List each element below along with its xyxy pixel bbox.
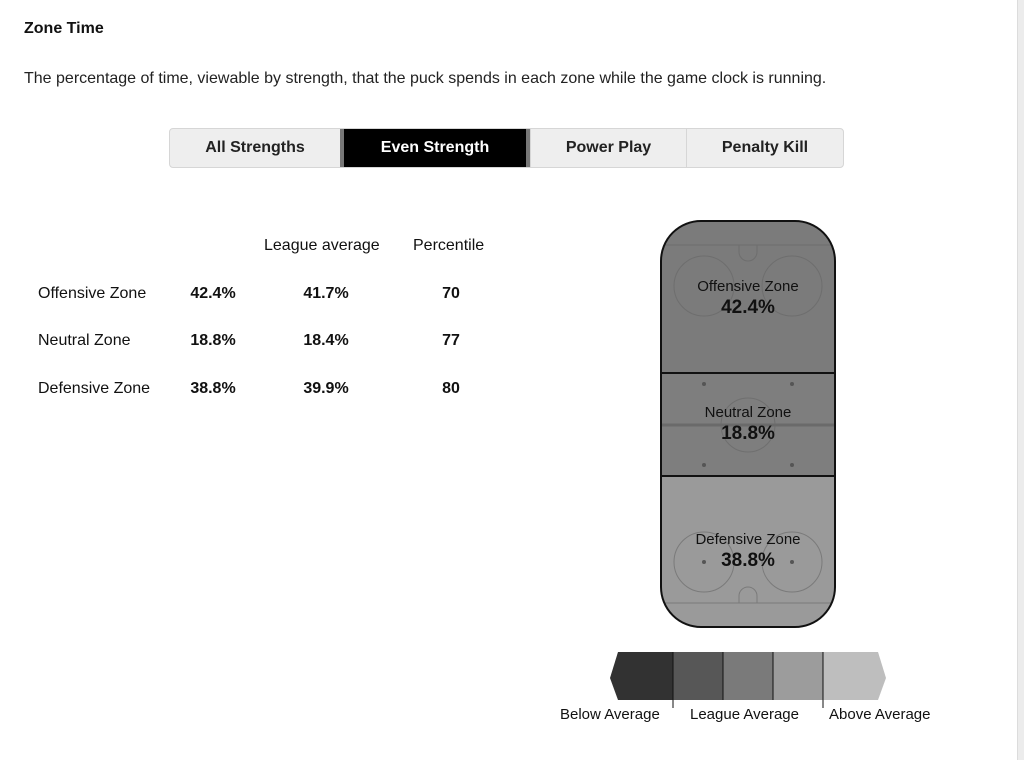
legend-label-league-average: League Average: [690, 706, 799, 723]
zone-value: 42.4%: [190, 285, 236, 302]
zone-label: Defensive Zone: [38, 380, 151, 397]
offensive-zone-value: 42.4%: [721, 297, 775, 318]
tab-power-play[interactable]: Power Play: [530, 129, 686, 167]
zone-value: 18.8%: [190, 332, 236, 349]
neutral-zone-value: 18.8%: [721, 423, 775, 444]
zone-value: 38.8%: [190, 380, 236, 397]
league-average-value: 41.7%: [303, 285, 349, 302]
neutral-zone-label: Neutral Zone: [705, 404, 792, 421]
legend-swatch-below: [673, 652, 723, 700]
rink-diagram: Offensive Zone 42.4% Neutral Zone 18.8% …: [660, 220, 836, 628]
tab-even-strength[interactable]: Even Strength: [340, 129, 530, 167]
page-scrollbar-edge: [1017, 0, 1024, 760]
offensive-zone-area: [661, 221, 835, 373]
offensive-zone-label: Offensive Zone: [697, 278, 798, 295]
color-scale-legend: [610, 652, 886, 708]
tab-all-strengths[interactable]: All Strengths: [205, 139, 305, 156]
zone-label: Neutral Zone: [38, 332, 131, 349]
defensive-zone-area: [661, 476, 835, 627]
legend-swatch-average: [723, 652, 773, 700]
legend-swatch-above: [773, 652, 823, 700]
percentile-value: 80: [442, 380, 460, 397]
legend-label-above-average: Above Average: [829, 706, 931, 723]
column-header-league-average: League average: [264, 237, 380, 254]
legend-swatch-far-below: [610, 652, 673, 700]
tab-penalty-kill[interactable]: Penalty Kill: [686, 129, 843, 167]
strength-tabs: All Strengths Even Strength Power Play P…: [169, 128, 844, 168]
column-header-percentile: Percentile: [413, 237, 485, 254]
faceoff-dots: [702, 382, 794, 564]
section-title: Zone Time: [24, 20, 104, 37]
rink-markings: [661, 244, 835, 604]
defensive-zone-label: Defensive Zone: [695, 531, 800, 548]
legend-label-below-average: Below Average: [560, 706, 660, 723]
league-average-value: 18.4%: [303, 332, 349, 349]
league-average-value: 39.9%: [303, 380, 349, 397]
legend-dividers: [672, 652, 824, 708]
percentile-value: 77: [442, 332, 460, 349]
legend-swatch-far-above: [823, 652, 886, 700]
zone-label: Offensive Zone: [38, 285, 147, 302]
section-description: The percentage of time, viewable by stre…: [24, 70, 827, 87]
defensive-zone-value: 38.8%: [721, 550, 775, 571]
rink-boards: [660, 220, 836, 628]
percentile-value: 70: [442, 285, 460, 302]
